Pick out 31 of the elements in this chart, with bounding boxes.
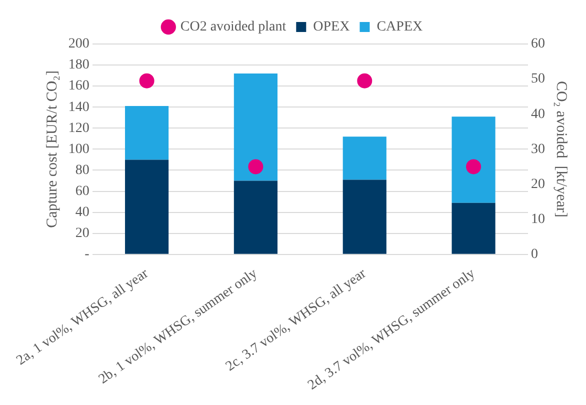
y2-tick-label: 10 — [531, 212, 545, 227]
y2-tick-label: 60 — [531, 36, 545, 52]
legend-label: CAPEX — [376, 20, 423, 35]
y-tick-label: 120 — [68, 120, 90, 136]
bar — [234, 73, 278, 181]
y-tick-label: 40 — [75, 204, 90, 220]
y2-tick-label: 50 — [531, 72, 545, 87]
bar — [452, 202, 496, 254]
legend-label: OPEX — [313, 20, 350, 35]
y2-tick-label: 0 — [531, 247, 538, 262]
bar — [234, 180, 278, 254]
legend-label: CO2 avoided plant — [180, 20, 286, 35]
bar — [342, 136, 386, 180]
y-tick-label: 160 — [68, 78, 90, 94]
y2-tick-label: 30 — [531, 142, 545, 157]
y2-tick-label: 20 — [531, 176, 545, 192]
y-tick-label: 20 — [75, 226, 90, 242]
y-tick-label: - — [84, 247, 90, 262]
y-tick-label: 100 — [68, 142, 90, 157]
y2-tick-label: 40 — [531, 106, 545, 122]
y2-axis-title: CO₂ avoided [kt/year] — [553, 80, 570, 218]
y-tick-label: 80 — [75, 162, 90, 178]
bar — [125, 106, 169, 160]
y-tick-label: 140 — [68, 100, 90, 115]
bar — [125, 160, 169, 254]
y-axis-title: Capture cost [EUR/t CO₂] — [44, 70, 60, 228]
y-tick-label: 200 — [68, 36, 90, 52]
bar — [452, 116, 496, 203]
y-tick-label: 180 — [68, 58, 90, 73]
bar — [342, 180, 386, 254]
y-tick-label: 60 — [75, 184, 90, 199]
